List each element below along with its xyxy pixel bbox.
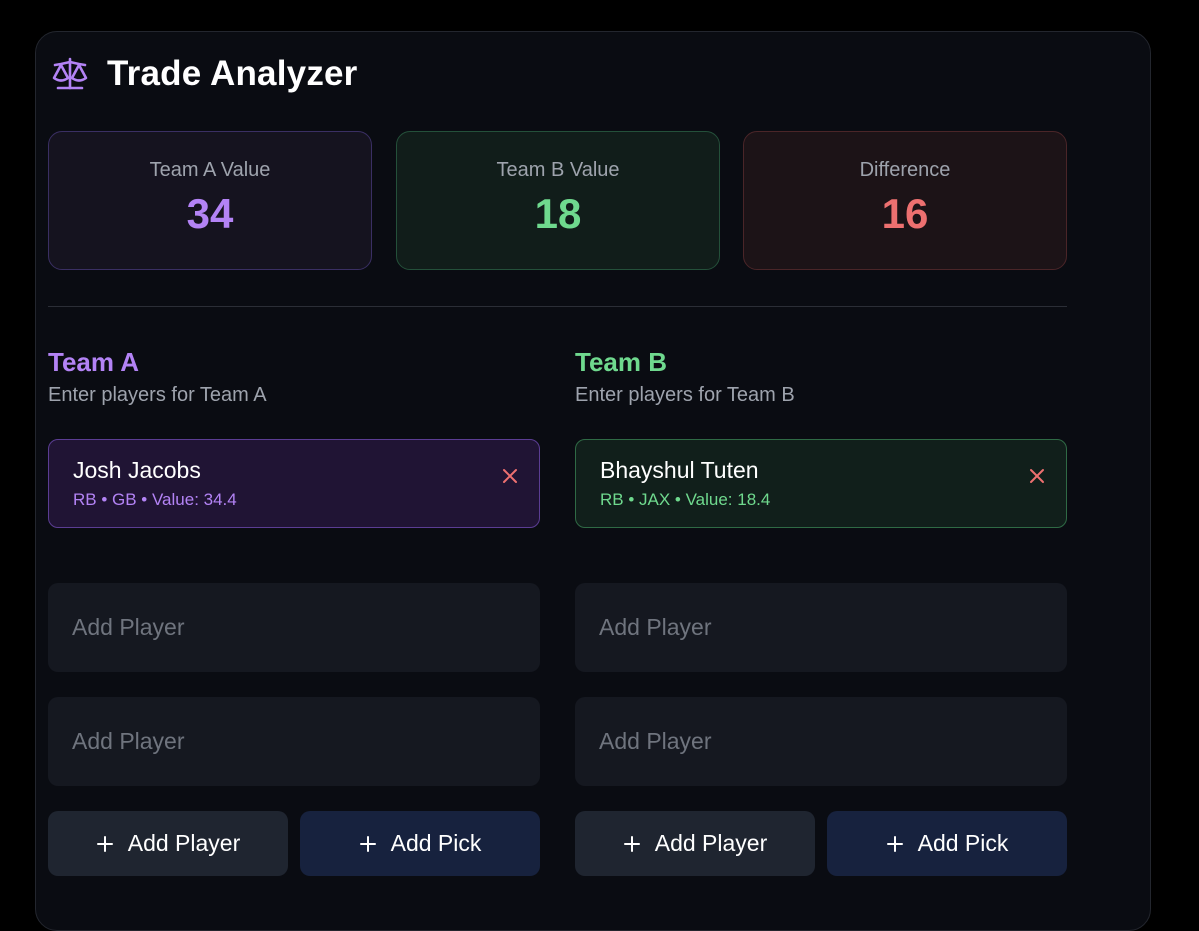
button-label: Add Pick [917,830,1009,856]
team-b-add-player-input-1[interactable] [575,583,1067,672]
player-name: Josh Jacobs [73,457,201,483]
button-label: Add Pick [390,830,482,856]
team-b-add-pick-button[interactable]: Add Pick [827,811,1067,876]
team-a-add-player-input-1[interactable] [48,583,540,672]
plus-icon [96,835,114,853]
difference-value: 16 [881,190,929,237]
close-icon[interactable] [1026,465,1048,487]
team-b-value: 18 [534,190,582,237]
player-meta: RB • GB • Value: 34.4 [73,490,237,509]
team-b-player-card: Bhayshul Tuten RB • JAX • Value: 18.4 [575,439,1067,528]
team-b-add-player-input-2[interactable] [575,697,1067,786]
team-a-player-card: Josh Jacobs RB • GB • Value: 34.4 [48,439,540,528]
page-title: Trade Analyzer [107,54,358,93]
team-a-title: Team A [48,347,140,377]
header: Trade Analyzer [49,52,358,96]
section-divider [48,306,1067,307]
team-a-value-label: Team A Value [149,159,271,181]
team-b-add-player-button[interactable]: Add Player [575,811,815,876]
team-b-title: Team B [575,347,667,377]
team-a-section: Team A Enter players for Team A Josh Jac… [48,345,540,876]
difference-card: Difference 16 [743,131,1067,270]
value-summary: Team A Value 34 Team B Value 18 Differen… [48,131,1067,270]
plus-icon [623,835,641,853]
team-a-add-pick-button[interactable]: Add Pick [300,811,540,876]
team-a-value: 34 [186,190,234,237]
team-b-subtitle: Enter players for Team B [575,384,795,406]
team-a-add-player-input-2[interactable] [48,697,540,786]
button-label: Add Player [127,830,241,856]
team-a-subtitle: Enter players for Team A [48,384,267,406]
difference-label: Difference [859,159,951,181]
player-meta: RB • JAX • Value: 18.4 [600,490,771,509]
button-label: Add Player [654,830,768,856]
team-b-value-label: Team B Value [496,159,620,181]
team-b-section: Team B Enter players for Team B Bhayshul… [575,345,1067,876]
player-name: Bhayshul Tuten [600,457,759,483]
plus-icon [359,835,377,853]
plus-icon [886,835,904,853]
team-a-add-player-button[interactable]: Add Player [48,811,288,876]
scale-icon [49,54,91,94]
close-icon[interactable] [499,465,521,487]
team-b-value-card: Team B Value 18 [396,131,720,270]
team-a-value-card: Team A Value 34 [48,131,372,270]
